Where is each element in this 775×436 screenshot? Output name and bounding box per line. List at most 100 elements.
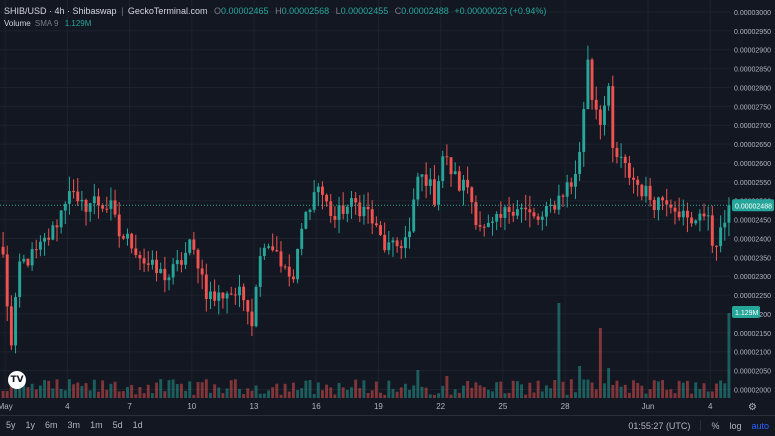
- range-5d[interactable]: 5d: [112, 420, 123, 430]
- volume-bar: [656, 381, 660, 398]
- volume-bar: [72, 384, 76, 398]
- candle-body: [14, 297, 17, 346]
- volume-badge: [732, 306, 760, 318]
- candle-body: [648, 185, 652, 200]
- utc-clock[interactable]: 01:55:27 (UTC): [628, 420, 691, 431]
- candle-body: [271, 246, 275, 251]
- volume-bar: [491, 391, 494, 398]
- candle-body: [159, 268, 163, 274]
- candle-body: [466, 179, 470, 188]
- price-chart[interactable]: 0.00003000 0.00002950 0.00002900 0.00002850…: [0, 0, 775, 415]
- candle-body: [9, 306, 13, 346]
- volume-bar: [544, 385, 548, 398]
- volume-bar: [267, 390, 270, 398]
- low-value: 0.00002455: [340, 6, 389, 16]
- candle-body: [26, 258, 30, 266]
- candle-body: [362, 206, 366, 217]
- candle-body: [267, 246, 270, 248]
- candle-body: [474, 202, 478, 226]
- volume-bar: [312, 393, 316, 398]
- candle-body: [578, 151, 582, 174]
- range-1y[interactable]: 1y: [25, 420, 36, 430]
- range-5y[interactable]: 5y: [6, 420, 16, 430]
- candle-body: [43, 237, 47, 242]
- toolbar-divider: [700, 420, 702, 431]
- candle-body: [632, 177, 635, 180]
- candle-body: [283, 266, 287, 268]
- volume-bar: [582, 379, 586, 398]
- candle-body: [171, 264, 175, 278]
- volume-bar: [358, 388, 362, 398]
- candle-body: [246, 300, 250, 312]
- candle-body: [121, 236, 125, 239]
- candle-body: [528, 209, 532, 213]
- volume-bar: [188, 381, 192, 398]
- volume-bar: [644, 393, 648, 398]
- time-tick-label: 22: [436, 402, 445, 411]
- range-3m[interactable]: 3m: [67, 420, 81, 430]
- percent-scale-toggle[interactable]: %: [711, 420, 720, 431]
- price-tick-label: 0.00002000: [734, 387, 771, 394]
- volume-bar: [462, 385, 465, 398]
- candle-body: [333, 215, 337, 220]
- volume-bar: [636, 383, 640, 398]
- volume-bar: [453, 389, 457, 398]
- candle-body: [200, 268, 204, 275]
- volume-bar: [669, 389, 673, 398]
- time-tick-label: 25: [498, 402, 507, 411]
- candle-body: [549, 204, 553, 207]
- symbol-title[interactable]: SHIB/USD · 4h · Shibaswap: [4, 6, 117, 16]
- candle-body: [300, 228, 304, 249]
- range-1d[interactable]: 1d: [132, 420, 143, 430]
- log-scale-toggle[interactable]: log: [729, 420, 742, 431]
- volume-bar: [619, 386, 623, 398]
- range-6m[interactable]: 6m: [45, 420, 58, 430]
- time-axis[interactable]: May 4 7 10 13 16 19 22 25 28 Jun 4: [0, 402, 713, 411]
- last-price-badge: [732, 199, 774, 212]
- volume-bar: [715, 383, 718, 398]
- volume-badge-text: 1.129M: [735, 310, 759, 317]
- candle-body: [520, 207, 523, 210]
- volume-bar: [84, 383, 88, 398]
- range-1m[interactable]: 1m: [90, 420, 103, 430]
- candle-body: [569, 182, 573, 187]
- candle-body: [308, 209, 312, 213]
- volume-bar: [412, 385, 416, 398]
- candle-body: [582, 109, 586, 152]
- volume-bar: [379, 392, 382, 398]
- volume-bar: [698, 389, 702, 398]
- volume-bar: [333, 394, 337, 398]
- close-value: 0.00002488: [401, 6, 449, 16]
- candle-body: [354, 198, 358, 203]
- gear-icon[interactable]: ⚙: [748, 402, 757, 413]
- volume-bar: [225, 388, 229, 398]
- volume-bar: [681, 382, 685, 398]
- volume-bar: [399, 387, 403, 398]
- candle-body: [192, 239, 196, 250]
- volume-bar: [416, 370, 420, 398]
- open-value: 0.00002465: [220, 6, 269, 16]
- candle-body: [337, 205, 341, 220]
- price-tick-label: 0.00002700: [734, 123, 771, 130]
- volume-bar: [607, 368, 611, 398]
- price-tick-label: 0.00002150: [734, 331, 771, 338]
- volume-bar: [55, 379, 59, 398]
- high-label: H: [275, 6, 282, 16]
- volume-bars: [1, 303, 731, 398]
- auto-scale-toggle[interactable]: auto: [751, 420, 769, 431]
- candle-body: [18, 261, 22, 298]
- candle-body: [482, 226, 486, 228]
- tradingview-logo-icon[interactable]: TV: [8, 371, 26, 389]
- volume-bar: [304, 380, 308, 398]
- price-tick-label: 0.00002450: [734, 218, 771, 225]
- candle-body: [258, 256, 262, 287]
- candle-body: [316, 186, 320, 193]
- candle-body: [677, 211, 681, 218]
- volume-bar: [561, 381, 565, 398]
- candle-body: [184, 252, 188, 265]
- volume-bar: [640, 385, 644, 398]
- candle-body: [428, 179, 432, 186]
- time-tick-label: May: [0, 402, 13, 411]
- volume-bar: [184, 390, 188, 398]
- volume-legend[interactable]: Volume SMA 9 1.129M: [4, 19, 91, 28]
